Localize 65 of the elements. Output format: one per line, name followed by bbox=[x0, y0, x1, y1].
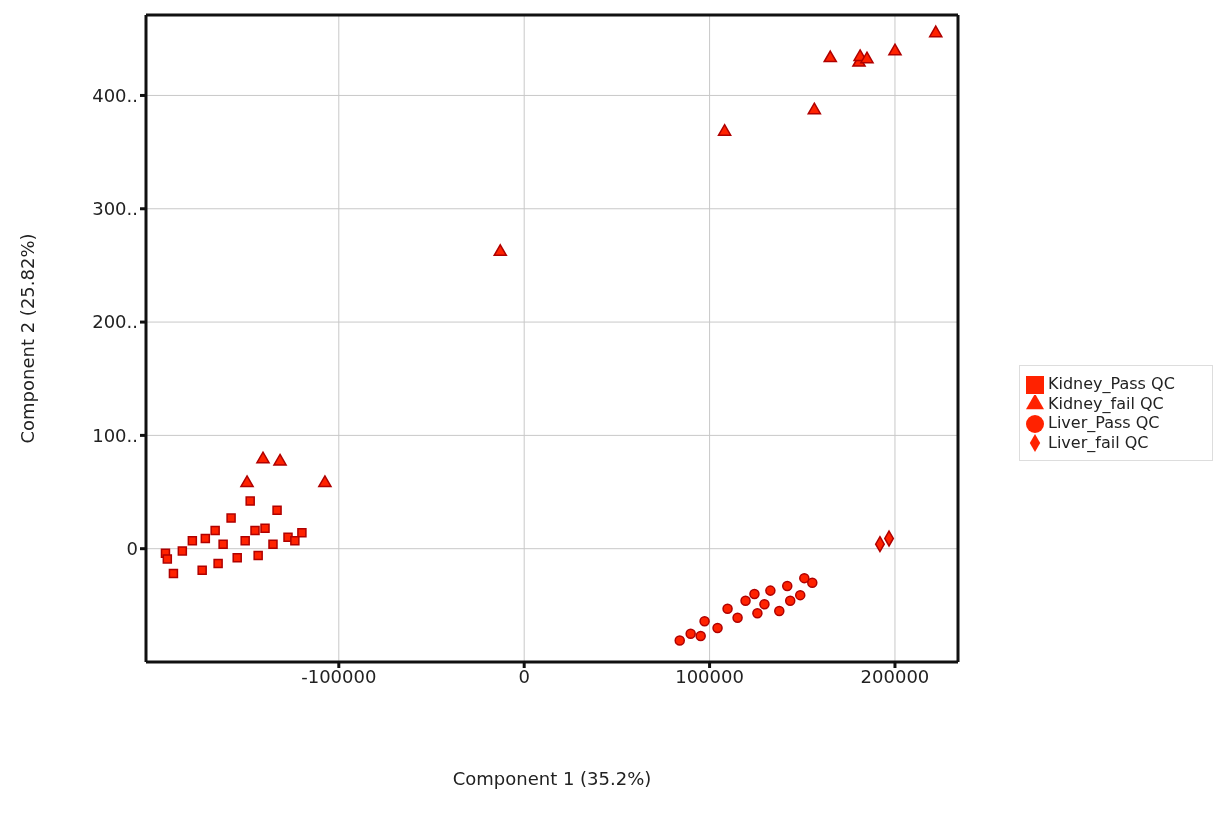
point bbox=[268, 539, 278, 549]
point bbox=[807, 102, 822, 115]
point bbox=[774, 605, 785, 617]
y-axis-title: Component 2 (25.82%) bbox=[17, 233, 39, 444]
point bbox=[883, 530, 895, 547]
point bbox=[256, 451, 270, 464]
y-tick-label: 200.. bbox=[92, 311, 138, 333]
point bbox=[722, 603, 733, 614]
y-tick-label: 100.. bbox=[92, 424, 138, 446]
point bbox=[749, 588, 760, 600]
point bbox=[232, 553, 242, 563]
point bbox=[272, 505, 282, 515]
point bbox=[210, 525, 220, 536]
point bbox=[168, 568, 179, 579]
point bbox=[765, 585, 776, 596]
point bbox=[695, 630, 706, 642]
legend-label: Kidney_fail QC bbox=[1048, 393, 1164, 413]
point bbox=[226, 513, 236, 523]
x-tick-label: 0 bbox=[518, 665, 530, 687]
point bbox=[245, 496, 255, 506]
legend-label: Kidney_Pass QC bbox=[1048, 374, 1175, 393]
point bbox=[823, 50, 838, 63]
point bbox=[732, 612, 743, 624]
x-tick-label: -100000 bbox=[301, 665, 377, 687]
point bbox=[213, 558, 223, 569]
point bbox=[717, 123, 732, 136]
point bbox=[674, 635, 685, 646]
point bbox=[712, 622, 723, 634]
point bbox=[218, 539, 228, 549]
point bbox=[318, 475, 332, 488]
point bbox=[177, 546, 188, 556]
point bbox=[699, 615, 710, 627]
point bbox=[260, 523, 270, 534]
point bbox=[799, 572, 810, 584]
point bbox=[240, 475, 254, 488]
point bbox=[740, 595, 751, 607]
y-tick-label: 0 bbox=[126, 538, 138, 560]
x-axis-title: Component 1 (35.2%) bbox=[452, 767, 652, 789]
point bbox=[784, 595, 796, 607]
point bbox=[200, 533, 211, 544]
point bbox=[807, 577, 818, 588]
legend-label: Liver_fail QC bbox=[1048, 432, 1149, 452]
point bbox=[197, 565, 207, 575]
point bbox=[752, 608, 763, 619]
point bbox=[860, 51, 874, 64]
point bbox=[273, 453, 287, 466]
y-tick-label: 300.. bbox=[92, 198, 138, 220]
y-tick-label: 400.. bbox=[92, 84, 138, 106]
point bbox=[253, 550, 263, 561]
point bbox=[290, 536, 300, 546]
point bbox=[928, 25, 943, 38]
point bbox=[250, 525, 260, 536]
point bbox=[187, 536, 198, 546]
point bbox=[794, 589, 806, 601]
x-tick-label: 100000 bbox=[675, 665, 744, 687]
point bbox=[162, 554, 173, 564]
point bbox=[240, 536, 250, 546]
point bbox=[493, 244, 508, 257]
legend-label: Liver_Pass QC bbox=[1048, 413, 1160, 432]
point bbox=[759, 598, 770, 610]
x-tick-label: 200000 bbox=[860, 665, 930, 687]
point bbox=[781, 580, 793, 592]
point bbox=[685, 628, 696, 639]
point bbox=[297, 528, 307, 538]
point bbox=[888, 43, 902, 56]
